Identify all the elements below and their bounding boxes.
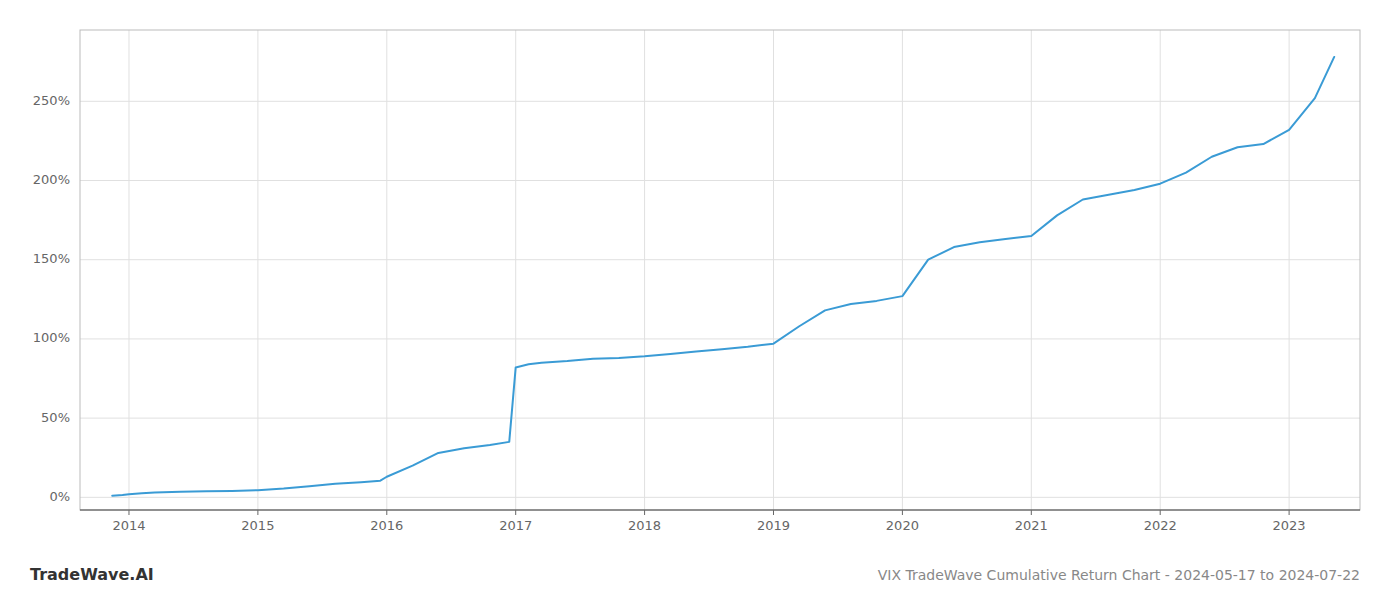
chart: 0% 50% 100% 150% 200% 250% 2014 2015 2016 2017 201… bbox=[0, 0, 1400, 600]
x-grid-line bbox=[386, 30, 387, 510]
x-tick bbox=[644, 510, 645, 515]
x-tick-label: 2015 bbox=[241, 518, 274, 533]
plot-frame bbox=[80, 30, 1360, 510]
x-tick-label: 2019 bbox=[757, 518, 790, 533]
x-tick bbox=[1160, 510, 1161, 515]
x-tick bbox=[386, 510, 387, 515]
x-axis-line bbox=[80, 509, 1360, 510]
x-tick bbox=[1031, 510, 1032, 515]
y-grid-line bbox=[80, 259, 1360, 260]
x-grid-line bbox=[128, 30, 129, 510]
y-tick-label: 200% bbox=[33, 172, 70, 187]
x-tick bbox=[128, 510, 129, 515]
x-grid-line bbox=[1031, 30, 1032, 510]
y-grid-line bbox=[80, 101, 1360, 102]
x-grid-line bbox=[773, 30, 774, 510]
x-grid-line bbox=[257, 30, 258, 510]
x-grid-line bbox=[1289, 30, 1290, 510]
x-grid-line bbox=[515, 30, 516, 510]
axes: 0% 50% 100% 150% 200% 250% 2014 2015 2016 2017 201… bbox=[33, 30, 1360, 533]
x-tick-label: 2022 bbox=[1144, 518, 1177, 533]
x-tick bbox=[902, 510, 903, 515]
y-tick-label: 50% bbox=[41, 410, 70, 425]
x-grid-line bbox=[1160, 30, 1161, 510]
x-tick-label: 2020 bbox=[886, 518, 919, 533]
x-tick-label: 2014 bbox=[112, 518, 145, 533]
y-grid-line bbox=[80, 497, 1360, 498]
x-tick bbox=[1289, 510, 1290, 515]
x-tick-label: 2023 bbox=[1273, 518, 1306, 533]
y-tick-label: 100% bbox=[33, 330, 70, 345]
y-tick-label: 150% bbox=[33, 251, 70, 266]
x-tick-label: 2017 bbox=[499, 518, 532, 533]
x-tick-label: 2016 bbox=[370, 518, 403, 533]
x-grid-line bbox=[644, 30, 645, 510]
x-tick bbox=[257, 510, 258, 515]
x-tick bbox=[515, 510, 516, 515]
title: VIX TradeWave Cumulative Return Chart - … bbox=[878, 567, 1360, 583]
y-grid-line bbox=[80, 418, 1360, 419]
grid bbox=[80, 30, 1360, 510]
x-tick-label: 2021 bbox=[1015, 518, 1048, 533]
line bbox=[112, 57, 1334, 496]
y-tick-label: 0% bbox=[49, 489, 70, 504]
watermark: TradeWave.AI bbox=[30, 565, 154, 584]
x-tick-label: 2018 bbox=[628, 518, 661, 533]
x-grid-line bbox=[902, 30, 903, 510]
y-grid-line bbox=[80, 338, 1360, 339]
data bbox=[112, 57, 1334, 496]
x-tick bbox=[773, 510, 774, 515]
y-tick-label: 250% bbox=[33, 93, 70, 108]
